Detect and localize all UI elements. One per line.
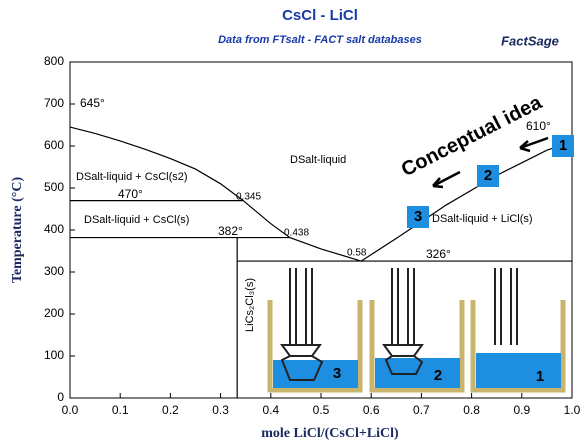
annotation: 3 [414,208,422,225]
x-tick-label: 0.8 [463,403,480,417]
y-tick-label: 800 [44,54,64,68]
x-tick-label: 0.3 [212,403,229,417]
annotation: 610° [526,119,551,133]
annotation: 1 [536,368,544,385]
annotation: DSalt-liquid [290,154,346,166]
annotation: 0.58 [347,248,367,259]
y-tick-label: 200 [44,306,64,320]
annotation: 3 [333,365,341,382]
x-tick-label: 0.6 [363,403,380,417]
annotation: Conceptual idea [398,91,546,181]
x-tick-label: 0.0 [62,403,79,417]
x-tick-label: 1.0 [564,403,581,417]
x-tick-label: 0.2 [162,403,179,417]
chart-subtitle: Data from FTsalt - FACT salt databases [218,34,422,46]
chart: CsCl - LiCl Data from FTsalt - FACT salt… [0,0,584,444]
y-tick-label: 300 [44,264,64,278]
annotation: 0.438 [284,228,309,239]
x-tick-label: 0.9 [513,403,530,417]
annotation: 326° [426,247,451,261]
x-axis-label: mole LiCl/(CsCl+LiCl) [261,426,399,441]
y-tick-label: 400 [44,222,64,236]
y-tick-label: 500 [44,180,64,194]
y-tick-label: 100 [44,348,64,362]
x-tick-label: 0.7 [413,403,430,417]
annotation: 2 [434,367,442,384]
annotation: 2 [484,167,492,184]
y-tick-label: 0 [57,390,64,404]
annotation: LiCs₂Cl₃(s) [244,278,256,332]
x-tick-label: 0.5 [313,403,330,417]
annotation: 645° [80,96,105,110]
annotation: 470° [118,187,143,201]
annotation: DSalt-liquid + LiCl(s) [432,213,533,225]
inset-illustration [237,266,571,397]
logo: FactSage [501,33,559,48]
annotation: 1 [559,137,567,154]
annotation: DSalt-liquid + CsCl(s2) [76,171,188,183]
phase-line [70,127,572,261]
annotation: 0.345 [236,192,261,203]
annotation: DSalt-liquid + CsCl(s) [84,214,189,226]
x-tick-label: 0.4 [262,403,279,417]
y-axis-label: Temperature (°C) [10,177,25,284]
y-tick-label: 600 [44,138,64,152]
chart-title: CsCl - LiCl [282,7,358,24]
y-tick-label: 700 [44,96,64,110]
x-tick-label: 0.1 [112,403,129,417]
annotation: 382° [218,224,243,238]
